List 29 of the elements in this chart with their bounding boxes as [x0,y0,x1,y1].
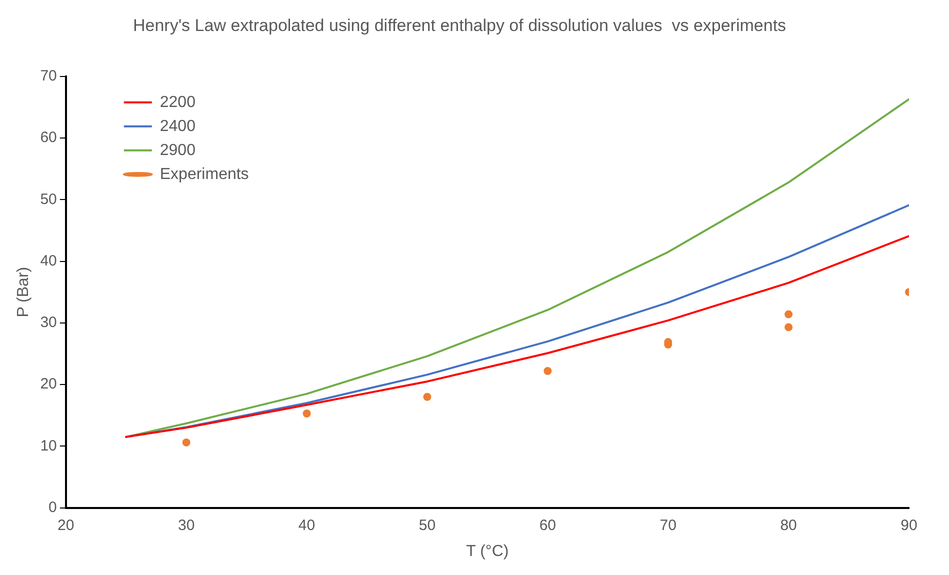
x-tick-label: 20 [58,516,74,534]
y-tick-label: 70 [40,68,57,85]
y-tick-label: 20 [40,376,57,393]
point [423,392,432,401]
point [784,323,793,332]
chart-title: Henry's Law extrapolated using different enthalpy of dissolution values vs experiments [132,16,786,35]
point [544,366,552,375]
point [784,310,793,318]
y-tick-label: 10 [40,437,57,454]
x-tick-label: 30 [178,516,195,534]
x-tick-label: 50 [418,516,436,534]
y-tick-label: 50 [40,190,57,208]
legend-label: 2400 [160,118,196,135]
legend-label: 2200 [160,94,196,111]
point [182,438,190,446]
x-tick-label: 40 [298,516,316,534]
y-axis-title: P (Bar) [15,266,32,318]
x-axis-title: T (°C) [466,542,509,560]
y-tick-label: 0 [48,498,57,516]
x-tick-label: 80 [780,516,797,534]
y-tick-label: 40 [40,252,57,270]
x-tick-label: 60 [539,516,556,534]
y-tick-label: 30 [40,314,57,332]
legend-label: 2900 [160,142,196,159]
point [302,410,311,418]
legend-label: Experiments [160,166,249,183]
x-tick-label: 90 [900,516,918,534]
x-tick-label: 70 [660,516,676,534]
y-tick-label: 60 [40,129,57,146]
